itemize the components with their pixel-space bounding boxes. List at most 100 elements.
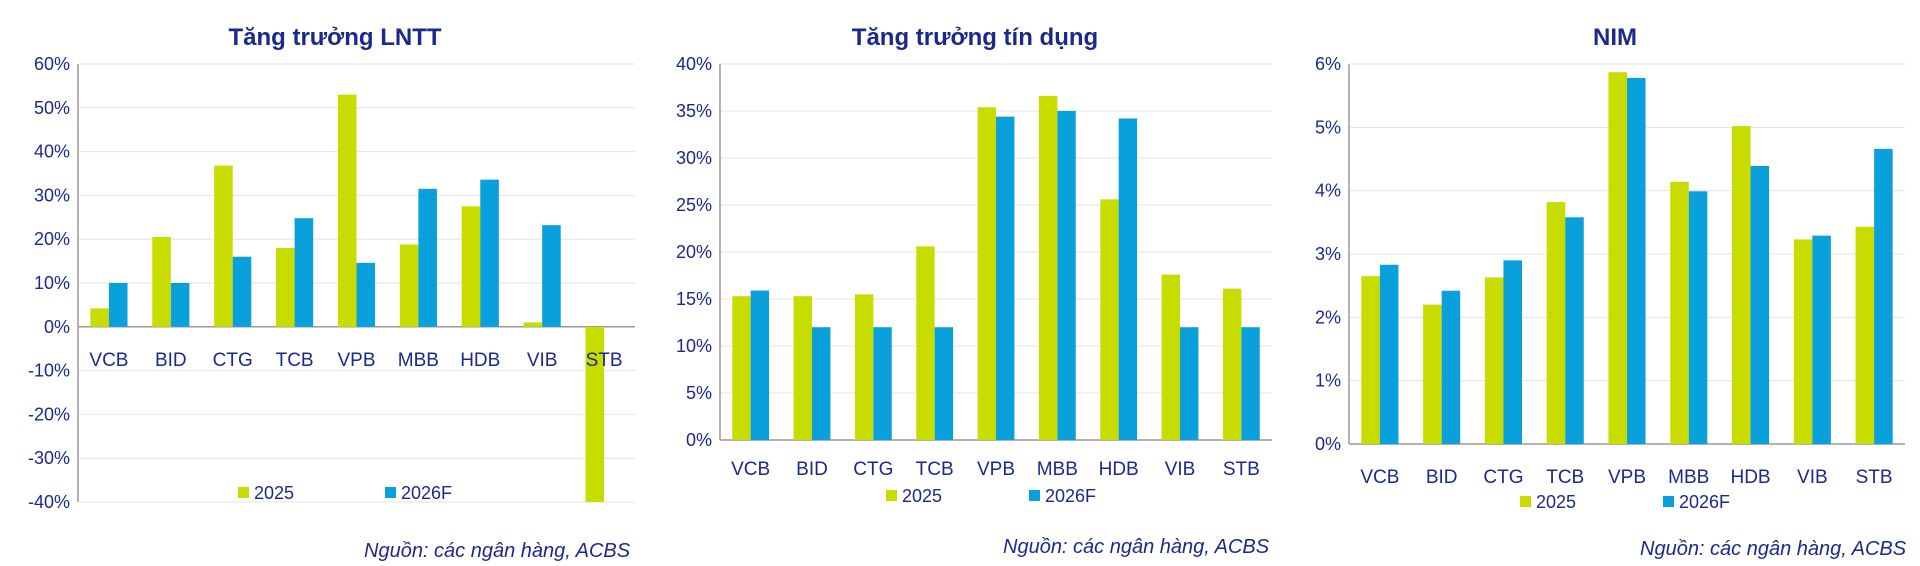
- bar-2026F-VCB: [750, 290, 770, 440]
- x-tick-label: TCB: [916, 459, 954, 480]
- y-tick-label: 3%: [1315, 244, 1341, 264]
- bar-2026F-HDB: [480, 179, 499, 327]
- y-tick-label: 6%: [1315, 54, 1341, 74]
- bar-2025-STB: [1855, 226, 1875, 444]
- y-tick-label: 20%: [34, 229, 70, 249]
- y-tick-label: 10%: [34, 273, 70, 293]
- bar-2025-HDB: [461, 206, 481, 327]
- chart-panel-nim: NIM 6% 5% 4% 3% 2% 1% 0% VCB BID CTG TCB VPB MBB HDB V…: [1280, 0, 1920, 566]
- bar-2026F-VIB: [542, 225, 561, 327]
- bar-2026F-TCB: [1565, 217, 1584, 444]
- x-tick-label: MBB: [398, 350, 439, 371]
- legend-swatch: [1029, 490, 1040, 501]
- bar-2026F-STB: [1874, 148, 1893, 444]
- bar-2025-VCB: [90, 308, 109, 327]
- x-tick-label: VPB: [337, 350, 375, 371]
- bar-2026F-VPB: [1627, 77, 1646, 444]
- bar-2025-VCB: [732, 296, 751, 440]
- chart-svg: 40% 35% 30% 25% 20% 15% 10% 5% 0% VCB BID CTG TCB VPB…: [676, 54, 1272, 506]
- bar-2025-VPB: [1608, 72, 1627, 444]
- bar-2026F-BID: [812, 327, 831, 440]
- bar-2026F-HDB: [1750, 165, 1770, 444]
- bar-2025-TCB: [276, 247, 295, 327]
- chart-source: Nguồn: các ngân hàng, ACBS: [364, 540, 631, 562]
- y-tick-label: 0%: [44, 317, 70, 337]
- x-tick-label: VCB: [731, 459, 770, 480]
- x-tick-label: VCB: [1360, 467, 1399, 488]
- bar-2025-VIB: [1793, 239, 1813, 444]
- legend-label: 2025: [902, 486, 942, 506]
- bar-2025-MBB: [1670, 181, 1689, 445]
- y-tick-label: 4%: [1315, 181, 1341, 201]
- legend-label: 2025: [254, 483, 294, 503]
- bar-2026F-STB: [1241, 327, 1260, 440]
- bar-2025-VPB: [337, 94, 357, 327]
- x-tick-label: HDB: [460, 350, 500, 371]
- y-tick-label: 30%: [676, 148, 712, 168]
- x-tick-label: BID: [155, 350, 187, 371]
- bar-2025-VIB: [1161, 274, 1180, 440]
- x-tick-label: CTG: [853, 459, 893, 480]
- bar-2025-CTG: [854, 294, 874, 440]
- bar-2026F-MBB: [418, 188, 437, 327]
- y-tick-label: 5%: [686, 383, 712, 403]
- x-tick-label: VPB: [1608, 467, 1646, 488]
- x-tick-label: BID: [1426, 467, 1458, 488]
- chart-source: Nguồn: các ngân hàng, ACBS: [1640, 538, 1907, 560]
- bar-2025-STB: [1222, 288, 1242, 440]
- bar-2025-TCB: [1546, 202, 1566, 444]
- y-tick-label: 40%: [676, 54, 712, 74]
- chart-svg: 60% 50% 40% 30% 20% 10% 0% -10% -20% -30% -40% VCB B…: [28, 54, 635, 512]
- legend-swatch: [886, 490, 897, 501]
- y-tick-label: -30%: [28, 448, 70, 468]
- legend-swatch: [1520, 496, 1531, 507]
- x-tick-label: VCB: [89, 350, 128, 371]
- y-tick-label: 20%: [676, 242, 712, 262]
- y-tick-label: 2%: [1315, 307, 1341, 327]
- x-tick-label: STB: [586, 350, 623, 371]
- legend-label: 2026F: [1045, 486, 1096, 506]
- bar-2026F-MBB: [1057, 111, 1076, 440]
- bar-2025-VIB: [523, 322, 543, 327]
- bar-2026F-MBB: [1688, 191, 1708, 444]
- legend-label: 2026F: [1679, 492, 1730, 512]
- legend-label: 2025: [1536, 492, 1576, 512]
- bar-2025-HDB: [1732, 126, 1751, 445]
- x-tick-label: STB: [1856, 467, 1893, 488]
- x-tick-label: VIB: [527, 350, 558, 371]
- x-tick-label: TCB: [1546, 467, 1584, 488]
- y-tick-label: 0%: [686, 430, 712, 450]
- bar-2026F-HDB: [1118, 118, 1138, 441]
- chart-panel-lntt: Tăng trưởng LNTT 60% 50% 40% 30% 20% 10% 0% -10…: [0, 0, 640, 566]
- y-tick-label: 0%: [1315, 434, 1341, 454]
- y-tick-label: 40%: [34, 142, 70, 162]
- chart-svg: 6% 5% 4% 3% 2% 1% 0% VCB BID CTG TCB VPB MBB HDB VIB ST…: [1315, 54, 1905, 512]
- bar-2026F-TCB: [294, 218, 314, 327]
- x-tick-label: VIB: [1797, 467, 1828, 488]
- bar-2025-CTG: [214, 165, 233, 327]
- bar-2026F-TCB: [934, 327, 954, 440]
- y-tick-label: -20%: [28, 404, 70, 424]
- bar-2025-MBB: [399, 244, 419, 327]
- y-tick-label: 10%: [676, 336, 712, 356]
- bar-2026F-VPB: [996, 116, 1015, 440]
- bar-2026F-CTG: [232, 256, 252, 327]
- bar-2025-BID: [1423, 304, 1442, 444]
- bar-2026F-BID: [170, 283, 190, 327]
- x-tick-label: CTG: [213, 350, 253, 371]
- y-tick-label: 25%: [676, 195, 712, 215]
- chart-panel-credit: Tăng trưởng tín dụng 40% 35% 30% 25% 20% 15% 1…: [640, 0, 1280, 566]
- y-tick-label: 15%: [676, 289, 712, 309]
- bar-2025-VPB: [977, 107, 996, 441]
- y-tick-label: 5%: [1315, 117, 1341, 137]
- bar-2026F-VCB: [1379, 264, 1399, 444]
- chart-title: NIM: [1593, 24, 1637, 51]
- bar-2025-MBB: [1038, 95, 1058, 441]
- x-tick-label: MBB: [1668, 467, 1709, 488]
- x-tick-label: HDB: [1099, 459, 1139, 480]
- y-tick-label: 35%: [676, 101, 712, 121]
- bar-2025-CTG: [1484, 277, 1504, 444]
- x-tick-label: CTG: [1483, 467, 1523, 488]
- legend-swatch: [1663, 496, 1674, 507]
- bar-2026F-VIB: [1180, 327, 1199, 440]
